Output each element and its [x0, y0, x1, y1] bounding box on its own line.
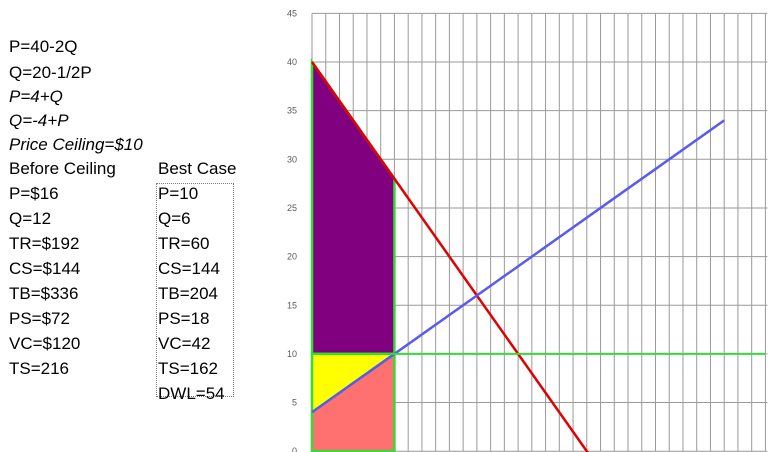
before-line-tb: TB=$336 [9, 284, 79, 303]
y-tick-label: 45 [287, 8, 297, 18]
series-demand [310, 61, 589, 452]
y-tick-label: 10 [287, 349, 297, 359]
y-tick-label: 25 [287, 203, 297, 213]
y-tick-label: 30 [287, 154, 297, 164]
before-line-cs: CS=$144 [9, 259, 81, 278]
series-supply [311, 119, 725, 414]
before-line-quantity: Q=12 [9, 209, 52, 228]
equation-supply: P=4+Q [9, 87, 63, 106]
equation-demand: P=40-2Q [9, 37, 78, 56]
best-line-price: P=10 [158, 184, 199, 203]
y-tick-label: 35 [287, 106, 297, 116]
best-case-header: Best Case [158, 159, 237, 178]
equation-demand-inverse: Q=20-1/2P [9, 63, 92, 82]
before-line-ts: TS=216 [9, 359, 70, 378]
y-tick-label: 5 [292, 398, 297, 408]
equation-supply-inverse: Q=-4+P [9, 111, 69, 130]
best-line-vc: VC=42 [158, 334, 211, 353]
y-tick-label: 0 [292, 446, 297, 452]
before-ceiling-column: Before Ceiling P=$16 Q=12 TR=$192 CS=$14… [9, 159, 116, 384]
y-tick-label: 40 [287, 57, 297, 67]
before-line-vc: VC=$120 [9, 334, 81, 353]
best-line-ts: TS=162 [158, 359, 219, 378]
best-line-quantity: Q=6 [158, 209, 191, 228]
best-line-ps: PS=18 [158, 309, 210, 328]
before-ceiling-header: Before Ceiling [9, 159, 116, 178]
before-line-price: P=$16 [9, 184, 59, 203]
best-line-cs: CS=144 [158, 259, 220, 278]
best-line-tb: TB=204 [158, 284, 219, 303]
before-line-tr: TR=$192 [9, 234, 80, 253]
equation-price-ceiling: Price Ceiling=$10 [9, 135, 143, 154]
best-line-dwl: DWL=54 [158, 384, 225, 403]
y-tick-label: 20 [287, 252, 297, 262]
best-case-box [156, 183, 234, 397]
best-case-column: Best Case P=10 Q=6 TR=60 CS=144 TB=204 P… [158, 159, 236, 409]
best-line-tr: TR=60 [158, 234, 210, 253]
before-line-ps: PS=$72 [9, 309, 70, 328]
y-tick-label: 15 [287, 300, 297, 310]
